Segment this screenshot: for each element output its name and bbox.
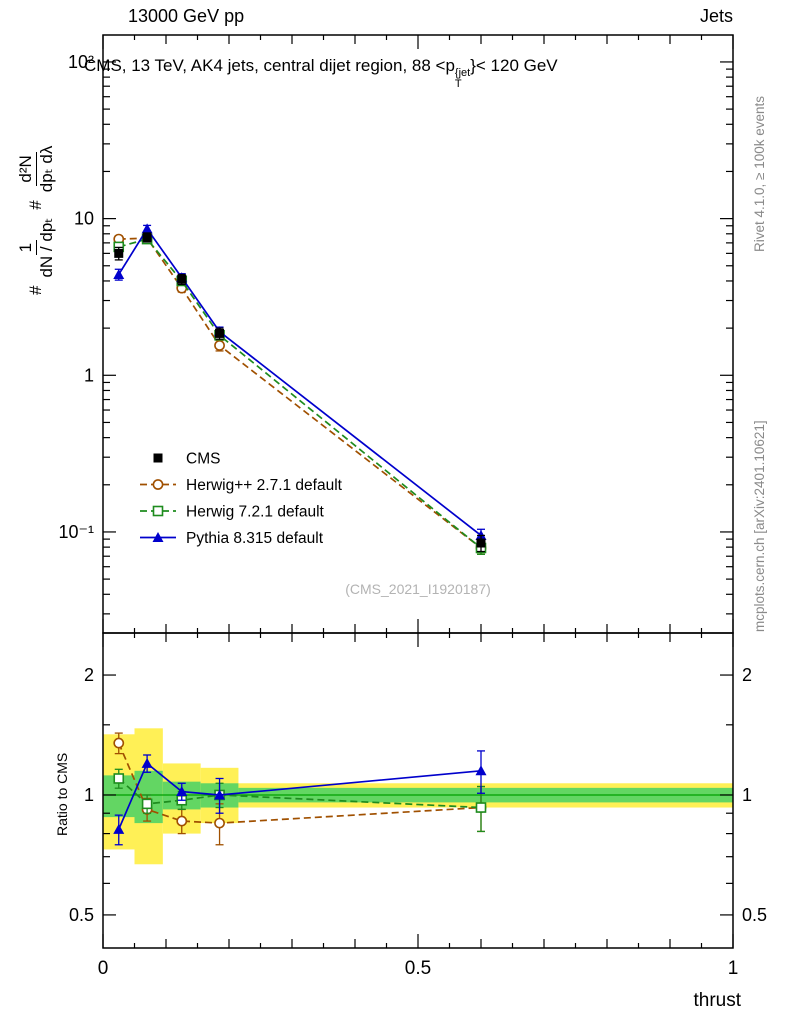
axes: 10² 10 1 10⁻¹ 2 2 1 1 0.5 0.5 0 0.5 1 thrust — [58, 35, 767, 1011]
legend-label: CMS — [186, 451, 220, 468]
legend-item-herwig-7-2-1-default: Herwig 7.2.1 default — [140, 504, 325, 521]
side-note-generator: Rivet 4.1.0, ≥ 100k events — [752, 96, 767, 252]
xtick-label: 1 — [728, 958, 739, 979]
plot-title-sup: {jet — [454, 67, 471, 79]
legend-item-cms: CMS — [153, 451, 220, 468]
plot-title-sub: T — [454, 78, 462, 90]
legend-item-pythia-8-315-default: Pythia 8.315 default — [140, 530, 324, 547]
ylabel-fraction-1: 1 dN / dpₜ — [16, 217, 56, 278]
ytick-label-ratio-left: 2 — [84, 665, 94, 685]
ytick-label-ratio-right: 0.5 — [742, 905, 767, 925]
ytick-label-main: 10⁻¹ — [58, 522, 94, 542]
y-axis-label-ratio: Ratio to CMS — [54, 752, 70, 836]
ytick-label-main: 10² — [68, 52, 94, 72]
watermark-analysis-id: (CMS_2021_I1920187) — [345, 581, 491, 597]
y-axis-label-main: # 1 dN / dpₜ # d²N dpₜ dλ — [16, 146, 56, 295]
panel-frames — [102, 34, 734, 949]
series-cms-main — [114, 232, 486, 553]
ytick-label-ratio-left: 1 — [84, 785, 94, 805]
ratio-panel-frame — [102, 632, 734, 949]
legend: CMS Herwig++ 2.7.1 default Herwig 7.2.1 de… — [140, 451, 343, 547]
ytick-label-ratio-right: 1 — [742, 785, 752, 805]
ytick-label-ratio-left: 0.5 — [69, 905, 94, 925]
ylabel-fraction-2: d²N dpₜ dλ — [16, 145, 56, 193]
plot-title-supsub: {jet T — [455, 68, 470, 90]
legend-label: Herwig++ 2.7.1 default — [186, 477, 343, 494]
ytick-label-main: 10 — [74, 209, 94, 229]
legend-label: Herwig 7.2.1 default — [186, 504, 325, 521]
legend-label: Pythia 8.315 default — [186, 530, 324, 547]
x-axis-label: thrust — [693, 990, 741, 1011]
xtick-label: 0 — [98, 958, 109, 979]
legend-item-herwig-2-7-1-default: Herwig++ 2.7.1 default — [140, 477, 343, 494]
header-analysis-group: Jets — [699, 6, 733, 26]
plot-title-pre: CMS, 13 TeV, AK4 jets, central dijet reg… — [84, 56, 455, 75]
side-note-source: mcplots.cern.ch [arXiv:2401.10621] — [752, 420, 767, 632]
ratio-uncertainty-bands — [103, 728, 733, 865]
plot-title: CMS, 13 TeV, AK4 jets, central dijet reg… — [84, 56, 558, 90]
xtick-label: 0.5 — [405, 958, 431, 979]
ytick-label-main: 1 — [84, 365, 94, 385]
plot-title-post: }< 120 GeV — [470, 56, 558, 75]
header-beam-energy: 13000 GeV pp — [128, 6, 245, 26]
ylabel-hash-1: # — [26, 285, 46, 295]
ylabel-hash-2: # — [26, 200, 46, 210]
series-pythia-8-315-default-ratio — [113, 750, 487, 846]
ytick-label-ratio-right: 2 — [742, 665, 752, 685]
